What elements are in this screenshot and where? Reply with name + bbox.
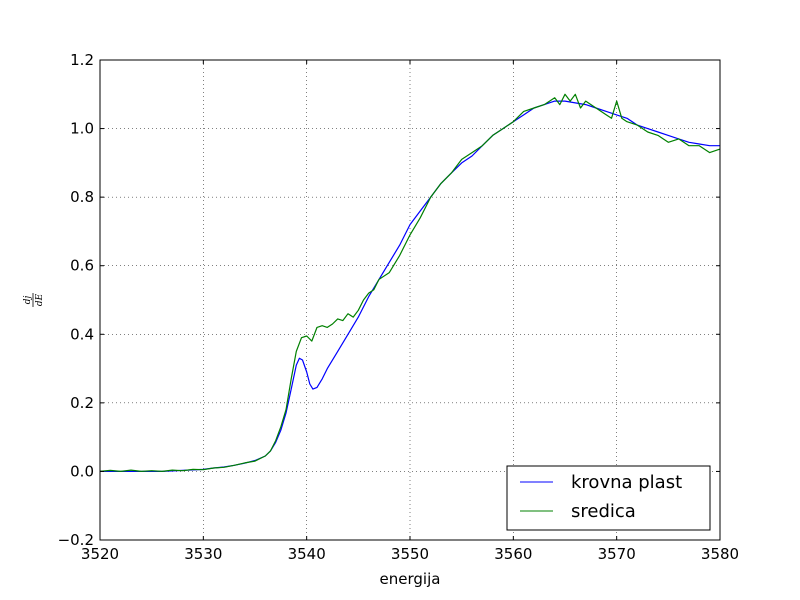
grid <box>100 60 720 540</box>
y-tick-label: −0.2 <box>58 531 94 549</box>
ticks <box>99 59 721 541</box>
x-tick-label: 3580 <box>701 545 739 563</box>
series-line-sredica <box>99 93 721 472</box>
x-axis-label: energija <box>380 570 441 588</box>
y-tick-label: 0.0 <box>70 462 94 480</box>
x-tick-label: 3520 <box>81 545 119 563</box>
legend-label-sredica: sredica <box>571 501 636 522</box>
x-tick-label: 3530 <box>184 545 222 563</box>
y-tick-label: 1.0 <box>70 120 94 138</box>
y-axis-label: dj dE <box>23 293 45 307</box>
y-axis-label-numerator: dj <box>23 296 33 305</box>
y-tick-label: 0.2 <box>70 394 94 412</box>
y-tick-label: 0.6 <box>70 257 94 275</box>
x-tick-label: 3560 <box>494 545 532 563</box>
legend-label-krovna-plast: krovna plast <box>571 472 682 493</box>
y-tick-label: 0.4 <box>70 325 94 343</box>
x-tick-label: 3570 <box>598 545 636 563</box>
series-layer <box>99 93 721 472</box>
x-tick-label: 3550 <box>391 545 429 563</box>
legend: krovna plast sredica <box>506 465 711 531</box>
tick-labels: 3520 3530 3540 3550 3560 3570 3580 −0.2 0.0 0.2 0.… <box>58 51 740 563</box>
x-tick-label: 3540 <box>288 545 326 563</box>
y-axis-label-denominator: dE <box>35 293 45 306</box>
legend-box <box>506 465 711 531</box>
y-tick-label: 0.8 <box>70 188 94 206</box>
y-tick-label: 1.2 <box>70 51 94 69</box>
